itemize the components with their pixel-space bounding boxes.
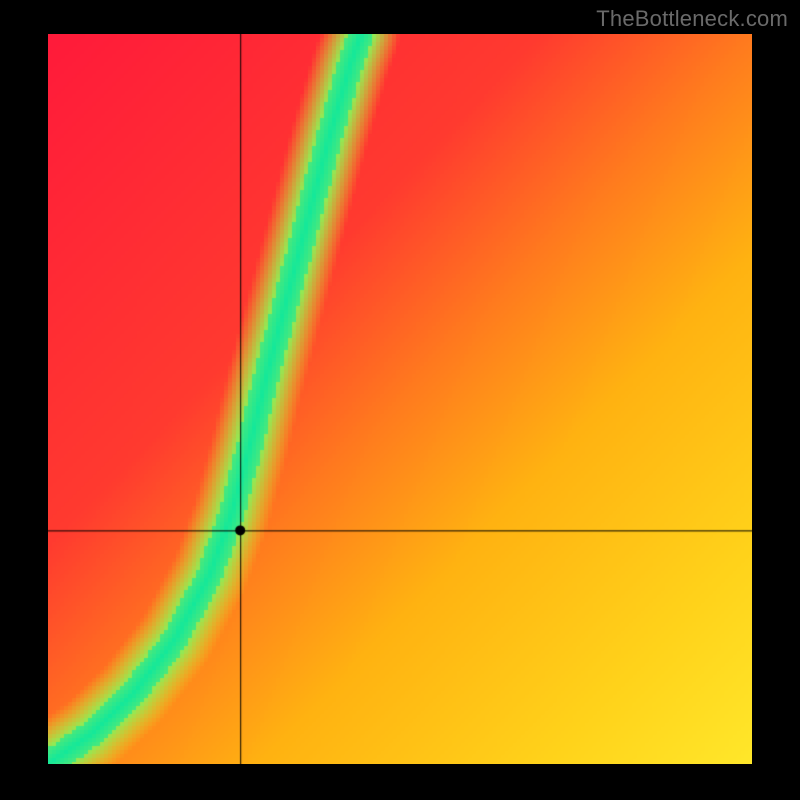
bottleneck-heatmap-canvas [48, 34, 752, 764]
watermark-text: TheBottleneck.com [596, 6, 788, 32]
figure-container: TheBottleneck.com [0, 0, 800, 800]
